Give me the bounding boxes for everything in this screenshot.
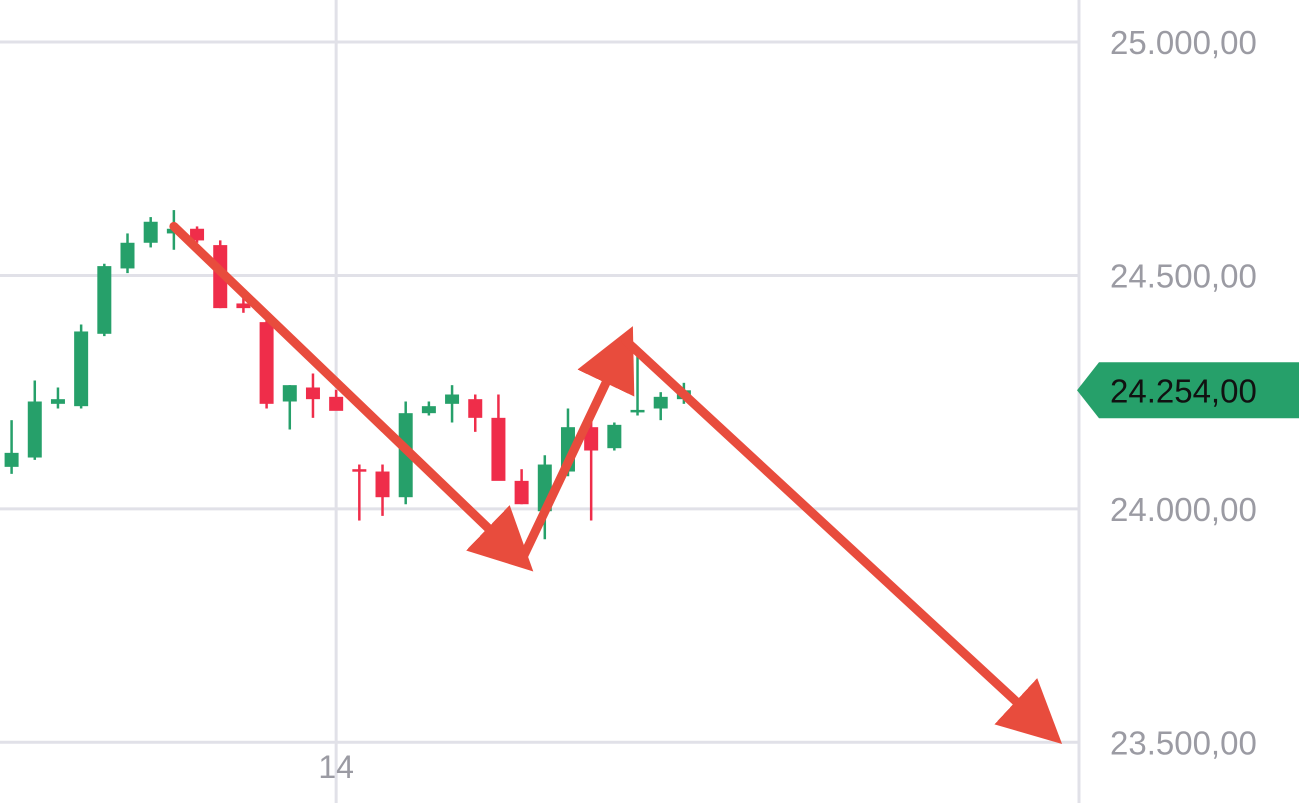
candle-down [259, 322, 274, 404]
candle-up [282, 385, 297, 402]
y-axis: 25.000,00 24.500,00 24.000,00 23.500,00 14 [318, 24, 1256, 785]
candle-up [607, 424, 622, 449]
candle-down [584, 427, 599, 451]
candles [4, 210, 691, 540]
x-tick-label: 14 [318, 749, 354, 785]
annotation-arrow [621, 336, 1063, 744]
y-tick-label: 23.500,00 [1110, 724, 1257, 761]
grid [0, 0, 1081, 803]
y-tick-label: 24.500,00 [1110, 257, 1257, 294]
candle-up [50, 399, 65, 404]
candle-down [491, 417, 506, 481]
candle-up [97, 266, 112, 334]
candle-up [421, 406, 436, 414]
annotation-arrows [169, 221, 1063, 744]
candle-up [27, 401, 42, 458]
y-tick-label: 25.000,00 [1110, 24, 1257, 61]
candle-down [190, 228, 205, 241]
candle-down [236, 303, 251, 309]
candle-up [653, 396, 668, 409]
annotation-arrow [169, 221, 534, 572]
current-price-label: 24.254,00 [1110, 372, 1257, 409]
candle-down [329, 396, 344, 411]
candle-up [143, 221, 158, 243]
candle-up [445, 394, 460, 404]
current-price-badge [1077, 362, 1299, 419]
annotation-arrow [517, 326, 635, 565]
candle-down [468, 399, 483, 418]
candle-up [630, 409, 645, 413]
candle-up [120, 242, 135, 269]
y-tick-label: 24.000,00 [1110, 491, 1257, 528]
candle-down [375, 471, 390, 498]
candle-down [352, 469, 367, 472]
candle-up [74, 331, 89, 407]
candle-down [305, 387, 320, 400]
candle-up [4, 452, 19, 467]
current-price-tag: 24.254,00 [1077, 362, 1299, 419]
candle-down [514, 480, 529, 505]
